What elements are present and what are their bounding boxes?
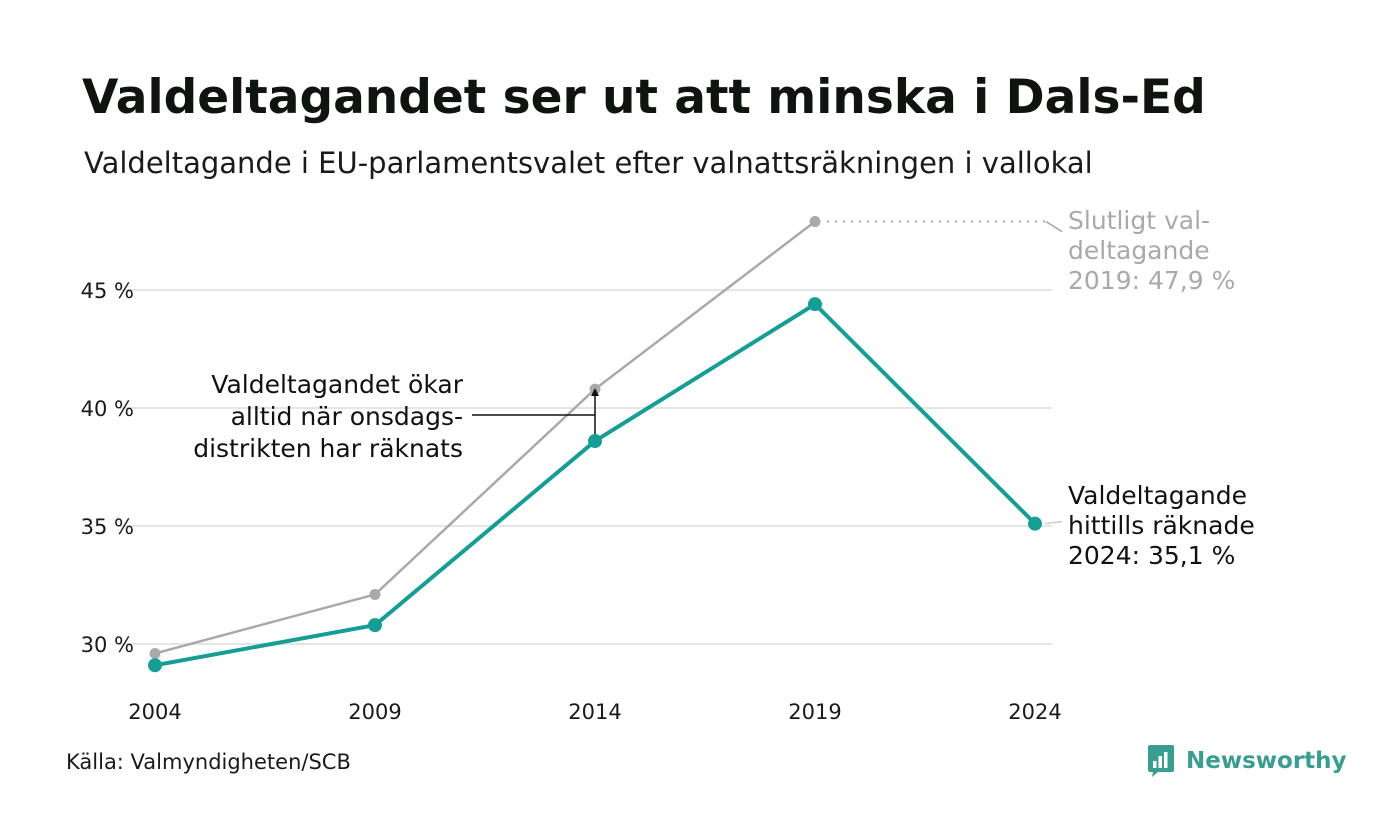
data-point-counted — [808, 297, 822, 312]
data-point-counted — [588, 434, 602, 449]
data-point-final — [809, 216, 821, 228]
y-tick-label: 35 % — [81, 515, 134, 539]
counted-leader — [1044, 520, 1063, 525]
x-tick-label: 2009 — [348, 700, 401, 724]
chart-title: Valdeltagandet ser ut att minska i Dals-… — [82, 70, 1206, 125]
annotation-counted-2024: 2024: 35,1 % — [1068, 541, 1235, 570]
chart-subtitle: Valdeltagande i EU-parlamentsvalet efter… — [84, 146, 1093, 180]
annotation-arrow-head — [591, 388, 599, 396]
x-tick-label: 2024 — [1008, 700, 1061, 724]
final-leader-tick — [1045, 220, 1063, 233]
source-note: Källa: Valmyndigheten/SCB — [66, 750, 351, 774]
annotation-wednesday: alltid när onsdags- — [231, 402, 463, 431]
x-tick-label: 2014 — [568, 700, 621, 724]
data-point-final — [369, 588, 381, 600]
annotation-counted-2024: hittills räknade — [1068, 511, 1255, 540]
series-line-counted — [154, 302, 1037, 668]
bar-chart-logo-icon — [1148, 745, 1174, 777]
annotation-final-2019: 2019: 47,9 % — [1068, 266, 1235, 295]
annotation-counted-2024: Valdeltagande — [1068, 481, 1247, 510]
y-tick-label: 40 % — [81, 397, 134, 421]
x-tick-label: 2004 — [128, 700, 181, 724]
y-tick-label: 30 % — [81, 633, 134, 657]
annotation-final-2019: Slutligt val- — [1068, 206, 1210, 235]
data-point-counted — [148, 658, 162, 673]
brand-logo: Newsworthy — [1146, 744, 1347, 778]
x-tick-label: 2019 — [788, 700, 841, 724]
annotation-wednesday: Valdeltagandet ökar — [211, 370, 463, 399]
data-point-counted — [368, 618, 382, 633]
brand-name: Newsworthy — [1186, 748, 1347, 774]
series-line-final — [154, 220, 816, 655]
annotation-wednesday: distrikten har räknats — [193, 434, 463, 463]
y-tick-label: 45 % — [81, 279, 134, 303]
data-point-counted — [1028, 516, 1042, 531]
annotation-final-2019: deltagande — [1068, 236, 1210, 265]
data-point-final — [149, 647, 161, 659]
